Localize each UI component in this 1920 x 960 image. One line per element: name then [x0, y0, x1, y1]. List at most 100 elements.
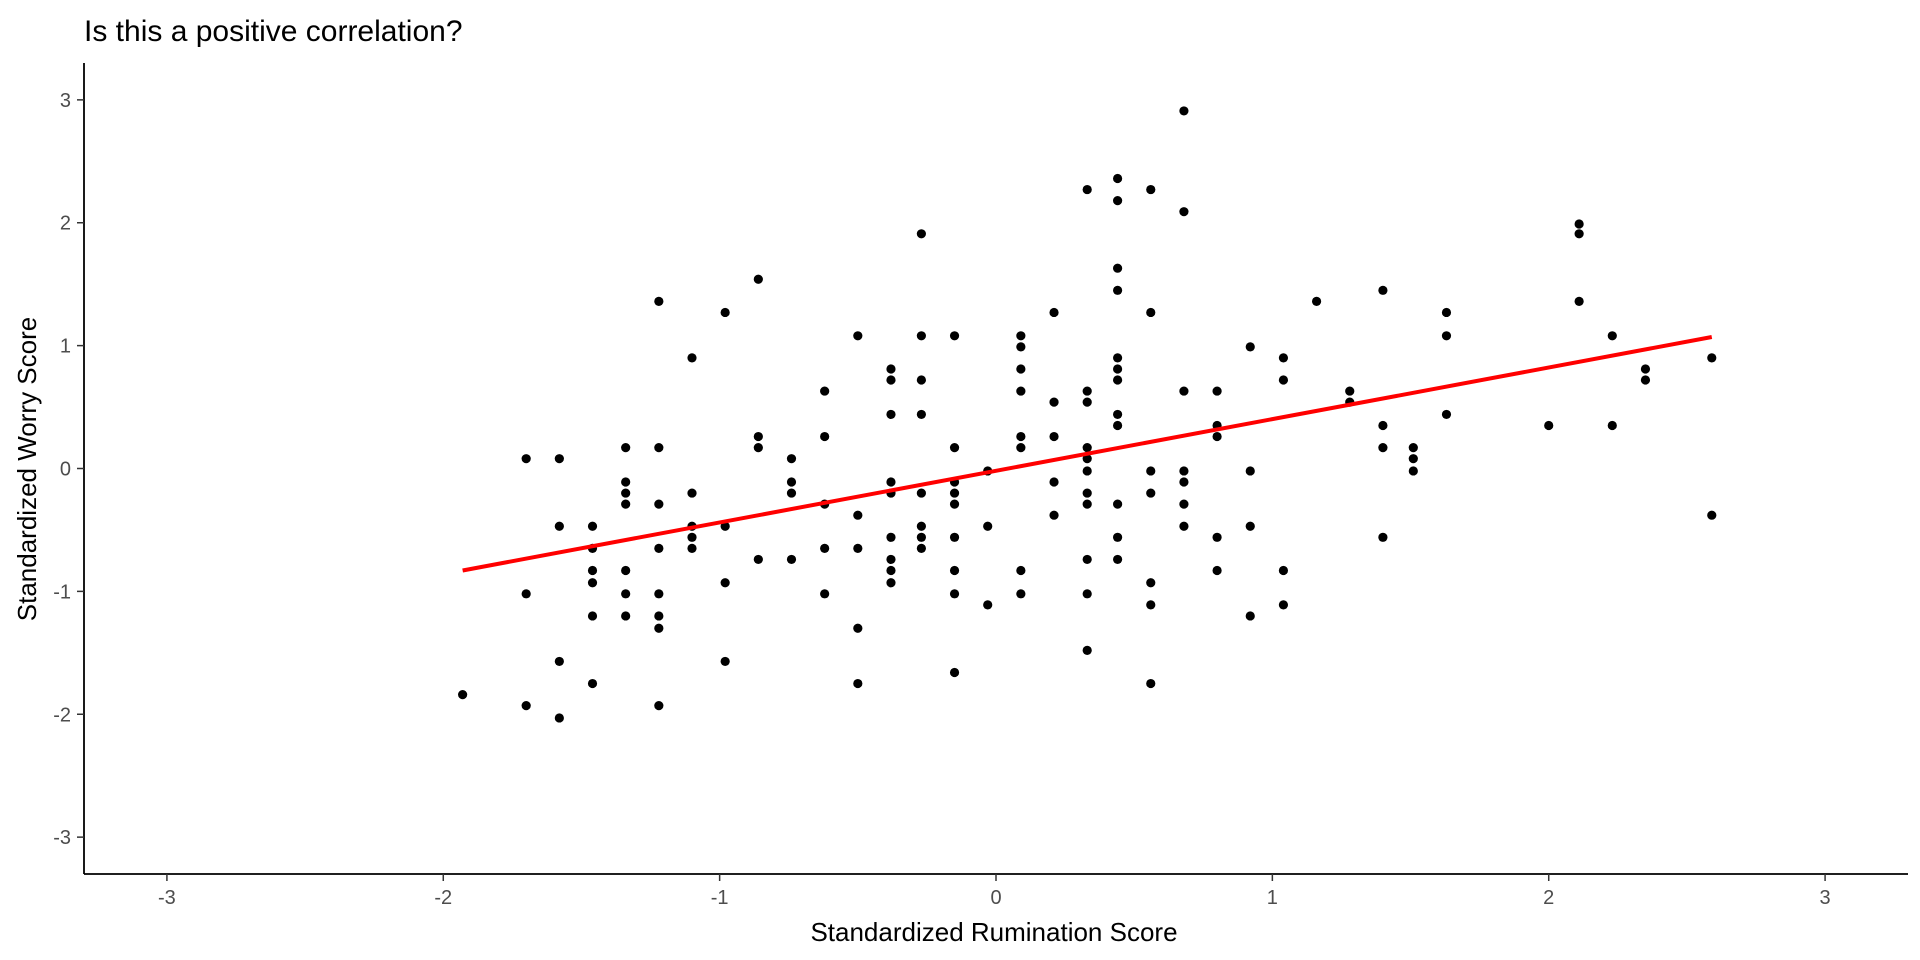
data-point	[1113, 263, 1123, 273]
data-point	[621, 499, 631, 509]
data-point	[1345, 386, 1355, 396]
y-tick-label: 1	[60, 336, 71, 358]
data-point	[886, 477, 896, 487]
x-tick-label: -1	[711, 887, 729, 909]
data-point	[1212, 565, 1222, 576]
data-point	[1574, 219, 1584, 229]
data-point	[1016, 386, 1026, 396]
data-point	[916, 375, 926, 385]
data-point	[1408, 454, 1418, 464]
points-layer	[458, 106, 1717, 723]
data-point	[1113, 499, 1123, 509]
data-point	[621, 443, 631, 453]
y-tick-label: -2	[53, 704, 71, 726]
data-point	[949, 532, 960, 542]
data-point	[1179, 106, 1189, 116]
data-point	[916, 521, 926, 531]
data-point	[1082, 454, 1092, 464]
data-point	[916, 409, 926, 420]
data-point	[916, 488, 926, 498]
data-point	[521, 701, 531, 711]
data-point	[1179, 466, 1189, 476]
data-point	[654, 543, 664, 553]
data-point	[949, 589, 960, 599]
data-point	[886, 554, 896, 565]
data-point	[753, 431, 763, 442]
data-point	[1016, 589, 1026, 599]
x-axis-label: Standardized Rumination Score	[810, 917, 1177, 947]
data-point	[1016, 364, 1026, 374]
data-point	[1441, 307, 1452, 318]
data-point	[853, 543, 863, 553]
data-point	[720, 578, 730, 588]
data-point	[458, 689, 468, 700]
data-point	[1278, 565, 1289, 576]
data-point	[687, 488, 697, 498]
x-tick-label: 0	[990, 887, 1001, 909]
data-point	[949, 443, 960, 453]
fit-line-layer	[462, 335, 1713, 573]
data-point	[1113, 196, 1123, 206]
data-point	[654, 499, 664, 509]
data-point	[1016, 443, 1026, 453]
data-point	[1378, 420, 1388, 431]
data-point	[983, 521, 993, 531]
data-point	[820, 589, 830, 599]
data-point	[753, 274, 763, 284]
data-point	[1179, 477, 1189, 487]
data-point	[1113, 409, 1123, 420]
data-point	[720, 656, 730, 667]
data-point	[1049, 431, 1059, 442]
data-point	[554, 454, 564, 464]
data-point	[1179, 521, 1189, 531]
data-point	[521, 454, 531, 464]
data-point	[853, 623, 863, 633]
data-point	[1016, 331, 1026, 341]
data-point	[621, 565, 631, 576]
data-point	[1378, 532, 1388, 542]
data-point	[1278, 375, 1289, 385]
data-point	[886, 578, 896, 588]
data-point	[1113, 375, 1123, 385]
data-point	[1049, 397, 1059, 407]
y-axis-label: Standardized Worry Score	[12, 317, 42, 621]
data-point	[753, 443, 763, 453]
data-point	[1146, 488, 1156, 498]
data-point	[1607, 420, 1617, 431]
data-point	[654, 701, 664, 711]
data-point	[1278, 600, 1289, 610]
data-point	[886, 364, 896, 374]
data-point	[1016, 431, 1026, 442]
data-point	[1146, 578, 1156, 588]
data-point	[1113, 554, 1123, 565]
data-point	[1049, 307, 1059, 318]
data-point	[983, 600, 993, 610]
data-point	[1082, 499, 1092, 509]
data-point	[1016, 565, 1026, 576]
x-axis-ticks: -3 -2 -1 0 1 2 3	[158, 874, 1831, 909]
data-point	[1082, 645, 1092, 655]
data-point	[1082, 488, 1092, 498]
chart-title: Is this a positive correlation?	[84, 15, 463, 48]
data-point	[587, 611, 598, 621]
y-tick-label: -3	[53, 827, 71, 849]
data-point	[1378, 443, 1388, 453]
data-point	[1146, 184, 1156, 195]
data-point	[1082, 386, 1092, 396]
data-point	[853, 510, 863, 520]
data-point	[554, 713, 564, 723]
data-point	[1441, 331, 1452, 341]
data-point	[916, 331, 926, 341]
data-point	[786, 454, 797, 464]
data-point	[916, 229, 926, 239]
y-tick-label: 3	[60, 90, 71, 112]
data-point	[654, 296, 664, 306]
data-point	[1113, 532, 1123, 542]
data-point	[1212, 431, 1222, 442]
data-point	[916, 532, 926, 542]
data-point	[1278, 353, 1289, 363]
data-point	[1245, 466, 1255, 476]
data-point	[1082, 554, 1092, 565]
data-point	[621, 589, 631, 599]
